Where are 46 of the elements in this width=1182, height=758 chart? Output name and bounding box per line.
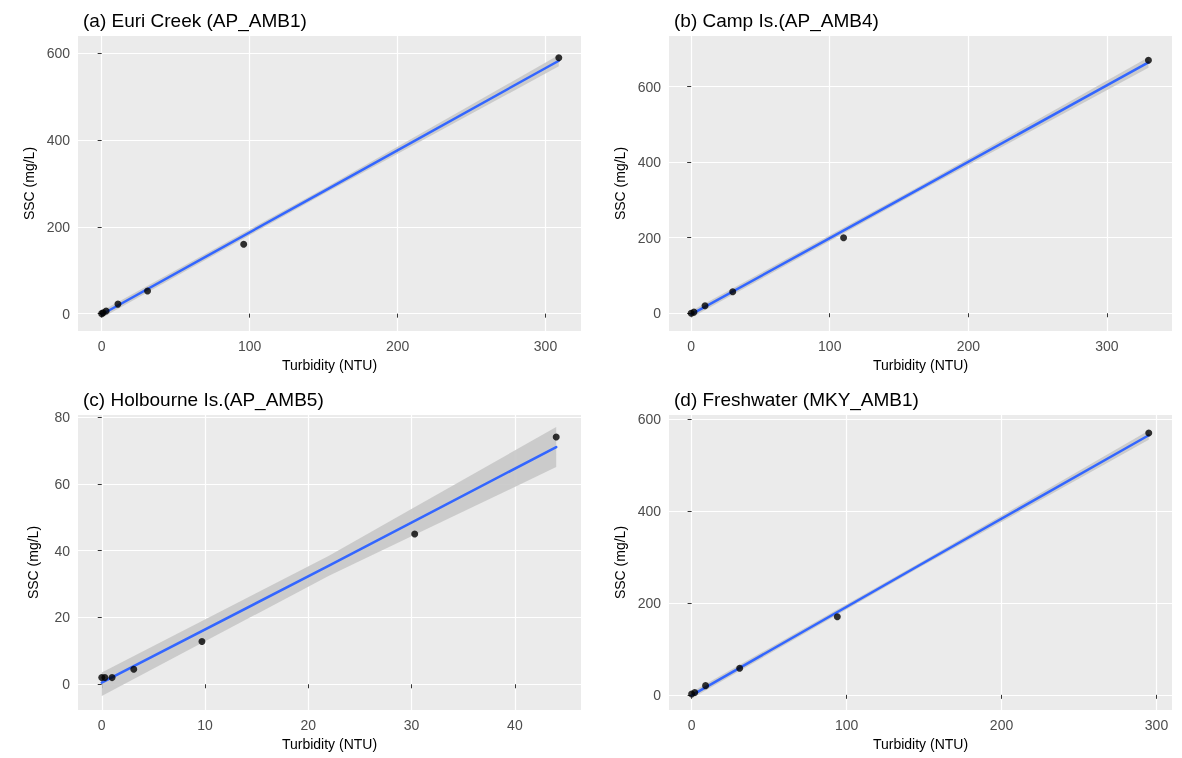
x-tick-label: 0	[97, 717, 106, 733]
x-tick-label: 0	[687, 717, 696, 733]
y-tick-label: 200	[46, 218, 71, 235]
x-tick-label: 200	[989, 717, 1014, 733]
chart-title: (a) Euri Creek (AP_AMB1)	[83, 10, 307, 32]
y-tick-label: 400	[637, 503, 662, 520]
y-tick-label: 20	[54, 609, 71, 626]
y-tick-label: 600	[637, 78, 662, 95]
x-tick-label: 30	[403, 717, 420, 733]
y-tick-label: 0	[62, 305, 71, 322]
x-tick-label: 0	[97, 338, 106, 354]
y-axis-title: SSC (mg/L)	[611, 525, 628, 600]
x-tick-label: 200	[385, 338, 410, 354]
y-tick-label: 400	[46, 132, 71, 149]
x-tick-label: 200	[956, 338, 981, 354]
x-tick-label: 20	[300, 717, 317, 733]
y-tick-label: 400	[637, 154, 662, 171]
y-tick-label: 0	[62, 676, 71, 693]
chart-title: (b) Camp Is.(AP_AMB4)	[674, 10, 879, 32]
x-tick-label: 300	[533, 338, 558, 354]
x-tick-label: 40	[507, 717, 523, 733]
x-tick-label: 300	[1144, 717, 1169, 733]
x-tick-label: 300	[1095, 338, 1119, 354]
chart-title: (c) Holbourne Is.(AP_AMB5)	[83, 389, 324, 411]
y-tick-label: 600	[46, 45, 71, 62]
y-tick-label: 80	[54, 409, 71, 425]
x-tick-label: 10	[197, 717, 214, 733]
y-tick-label: 40	[54, 542, 71, 559]
y-axis-title: SSC (mg/L)	[611, 146, 628, 221]
y-tick-label: 0	[653, 305, 662, 322]
y-axis-title: SSC (mg/L)	[25, 525, 41, 600]
x-axis-title: Turbidity (NTU)	[872, 735, 969, 752]
x-axis-title: Turbidity (NTU)	[281, 356, 378, 373]
x-tick-label: 100	[818, 338, 842, 354]
x-tick-label: 100	[237, 338, 262, 354]
y-tick-label: 0	[653, 686, 662, 703]
y-tick-label: 200	[637, 594, 662, 611]
y-tick-label: 200	[637, 229, 662, 246]
y-tick-label: 60	[54, 475, 71, 492]
y-axis-title: SSC (mg/L)	[20, 146, 37, 221]
x-axis-title: Turbidity (NTU)	[281, 735, 378, 752]
x-tick-label: 0	[687, 338, 696, 354]
chart-title: (d) Freshwater (MKY_AMB1)	[674, 389, 919, 411]
x-tick-label: 100	[834, 717, 859, 733]
x-axis-title: Turbidity (NTU)	[872, 356, 969, 373]
y-tick-label: 600	[637, 411, 662, 428]
